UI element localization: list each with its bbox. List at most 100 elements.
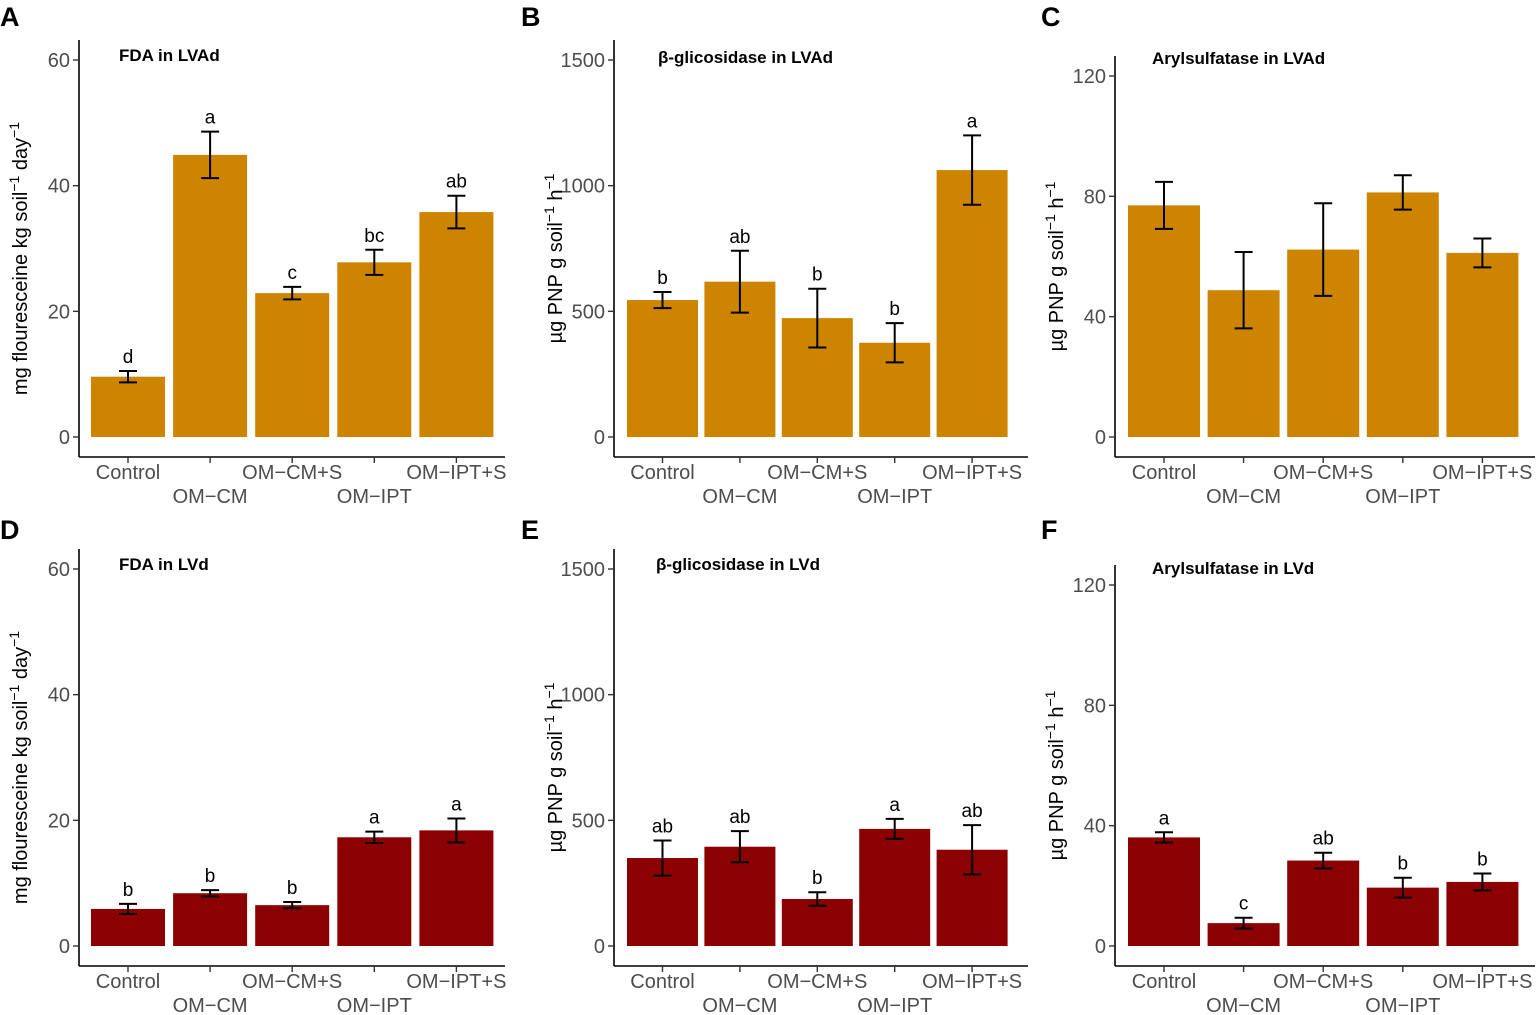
significance-label: b bbox=[205, 866, 216, 887]
panel-f: F Arylsulfatase in LVd a c ab b b 0 40 80 120 Contr… bbox=[1041, 515, 1535, 1015]
bar bbox=[91, 908, 165, 946]
error-bar bbox=[1155, 831, 1173, 844]
y-axis-label: µg PNP g soil−1 h−1 bbox=[541, 173, 567, 343]
error-bar bbox=[885, 817, 904, 840]
y-tick-label: 1500 bbox=[561, 50, 606, 72]
bar bbox=[1207, 923, 1280, 946]
y-tick-label: 0 bbox=[1095, 936, 1106, 958]
x-tick-label: OM−IPT+S bbox=[922, 971, 1022, 993]
x-tick-label: Control bbox=[1132, 462, 1196, 484]
x-tick-label: OM−CM+S bbox=[767, 462, 867, 484]
error-bar bbox=[201, 130, 220, 180]
x-tick-label: Control bbox=[1132, 971, 1196, 993]
y-tick-label: 120 bbox=[1073, 575, 1106, 597]
x-tick-label: OM−CM+S bbox=[1273, 462, 1373, 484]
x-tick-label: OM−CM+S bbox=[242, 971, 342, 993]
x-tick-label: OM−CM+S bbox=[767, 971, 867, 993]
significance-label: d bbox=[123, 347, 134, 368]
error-bar bbox=[1314, 851, 1333, 870]
panel-title: Arylsulfatase in LVAd bbox=[1152, 49, 1325, 68]
y-tick-label: 40 bbox=[1084, 307, 1106, 329]
y-tick-label: 0 bbox=[1095, 427, 1106, 449]
y-axis-label: µg PNP g soil−1 h−1 bbox=[1042, 181, 1068, 351]
y-tick-label: 0 bbox=[59, 427, 70, 449]
y-tick-label: 1000 bbox=[561, 685, 606, 707]
significance-label: b bbox=[889, 299, 900, 320]
error-bar bbox=[653, 290, 672, 310]
panel-b: Bβ-glicosidase in LVAd b ab b b a 0 500 1000 1500… bbox=[521, 2, 1028, 508]
error-bar bbox=[119, 370, 137, 384]
x-tick-label: OM−IPT bbox=[337, 486, 412, 508]
significance-label: a bbox=[889, 795, 900, 816]
panel-title: FDA in LVd bbox=[119, 555, 209, 574]
error-bar bbox=[963, 824, 982, 876]
x-tick-label: Control bbox=[96, 462, 160, 484]
error-bar bbox=[1234, 916, 1253, 930]
y-tick-label: 20 bbox=[48, 301, 70, 323]
y-tick-label: 80 bbox=[1084, 695, 1106, 717]
significance-label: b bbox=[123, 880, 134, 901]
panel-title: β-glicosidase in LVd bbox=[656, 555, 820, 574]
bar bbox=[255, 293, 330, 437]
y-tick-label: 40 bbox=[1084, 816, 1106, 838]
significance-label: c bbox=[1239, 894, 1249, 915]
y-axis-label: µg PNP g soil−1 h−1 bbox=[541, 682, 567, 852]
bar bbox=[173, 893, 248, 946]
bar bbox=[1128, 205, 1200, 437]
panel-title: Arylsulfatase in LVd bbox=[1152, 559, 1314, 578]
significance-label: a bbox=[369, 808, 380, 829]
significance-label: b bbox=[287, 878, 298, 899]
x-tick-label: Control bbox=[630, 971, 694, 993]
error-bar bbox=[447, 817, 466, 844]
bar bbox=[419, 212, 494, 437]
x-tick-label: OM−IPT+S bbox=[1432, 462, 1532, 484]
x-tick-label: OM−CM bbox=[702, 486, 777, 508]
significance-label: ab bbox=[729, 807, 750, 828]
error-bar bbox=[201, 889, 220, 898]
error-bar bbox=[1393, 876, 1412, 899]
x-tick-label: OM−CM bbox=[173, 486, 248, 508]
error-bar bbox=[283, 285, 302, 301]
significance-label: b bbox=[1477, 849, 1488, 870]
x-tick-label: OM−IPT bbox=[1365, 995, 1440, 1015]
y-axis-label: mg flouresceine kg soil−1 day−1 bbox=[6, 631, 32, 904]
y-tick-label: 1500 bbox=[561, 559, 606, 581]
error-bar bbox=[808, 287, 827, 349]
panel-title: FDA in LVAd bbox=[119, 46, 220, 65]
significance-label: c bbox=[287, 263, 297, 284]
bar bbox=[781, 899, 853, 946]
significance-label: a bbox=[967, 111, 978, 132]
panel-d: D FDA in LVd b b b a a 0 20 40 60 Control OM−CMOM−CM… bbox=[0, 515, 506, 1015]
y-tick-label: 40 bbox=[48, 685, 70, 707]
error-bar bbox=[653, 839, 672, 877]
bar bbox=[1366, 192, 1439, 437]
y-tick-label: 500 bbox=[572, 301, 605, 323]
x-tick-label: OM−CM bbox=[1206, 486, 1281, 508]
y-tick-label: 60 bbox=[48, 50, 70, 72]
y-tick-label: 120 bbox=[1073, 66, 1106, 88]
panel-c: C Arylsulfatase in LVAd 0 40 80 120 Control OM−… bbox=[1041, 2, 1535, 508]
y-tick-label: 60 bbox=[48, 559, 70, 581]
x-tick-label: OM−CM bbox=[173, 995, 248, 1015]
significance-label: bc bbox=[364, 226, 384, 247]
panel-letter: C bbox=[1041, 2, 1061, 32]
y-tick-label: 0 bbox=[594, 427, 605, 449]
error-bar bbox=[365, 248, 384, 276]
error-bar bbox=[1393, 174, 1412, 211]
bar bbox=[936, 170, 1008, 438]
panel-letter: F bbox=[1041, 515, 1058, 545]
x-tick-label: OM−IPT bbox=[857, 486, 932, 508]
error-bar bbox=[730, 249, 749, 314]
significance-label: ab bbox=[729, 227, 750, 248]
x-tick-label: OM−CM bbox=[702, 995, 777, 1015]
error-bar bbox=[963, 134, 982, 206]
x-tick-label: OM−IPT+S bbox=[922, 462, 1022, 484]
error-bar bbox=[1473, 872, 1492, 892]
bar bbox=[1446, 881, 1519, 946]
error-bar bbox=[447, 194, 466, 230]
significance-label: b bbox=[1398, 854, 1409, 875]
significance-label: a bbox=[205, 108, 216, 129]
x-tick-label: OM−CM+S bbox=[242, 462, 342, 484]
